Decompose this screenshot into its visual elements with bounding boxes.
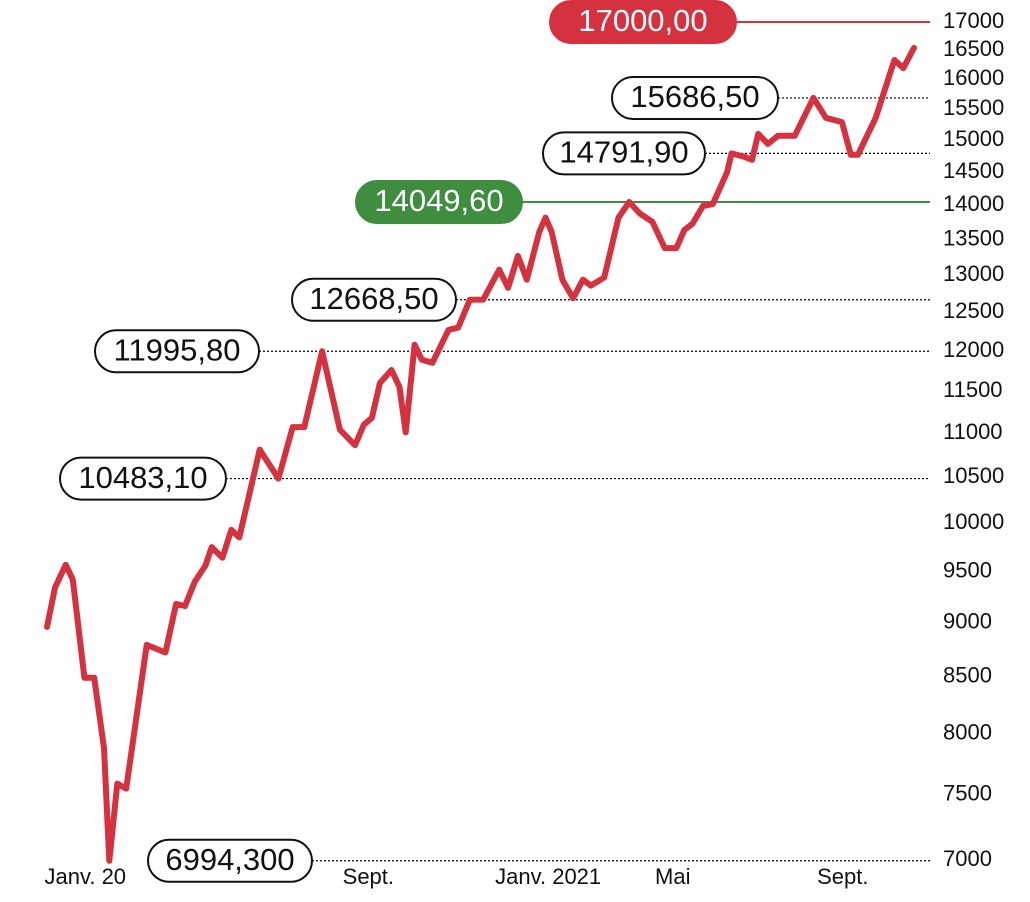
y-tick-label: 17000 (943, 8, 1004, 33)
x-tick-label: Sept. (817, 864, 868, 889)
y-tick-label: 9000 (943, 608, 992, 633)
x-tick-label: Janv. 20 (45, 864, 127, 889)
reference-label: 14791,90 (559, 135, 688, 170)
y-tick-label: 7000 (943, 846, 992, 871)
reference-label: 6994,300 (165, 842, 294, 877)
reference-box (542, 131, 706, 176)
reference-box (59, 456, 227, 501)
y-tick-label: 14500 (943, 158, 1004, 183)
price-line (44, 44, 917, 864)
y-tick-label: 13500 (943, 226, 1004, 251)
y-tick-label: 8500 (943, 662, 992, 687)
y-tick-label: 7500 (943, 781, 992, 806)
y-tick-label: 12500 (943, 298, 1004, 323)
x-tick-label: Mai (655, 864, 690, 889)
reference-label: 11995,80 (114, 332, 241, 367)
y-tick-label: 14000 (943, 191, 1004, 216)
y-tick-label: 11500 (943, 377, 1003, 402)
reference-box (291, 277, 457, 322)
y-tick-label: 13000 (943, 261, 1004, 286)
reference-label: 14049,60 (374, 183, 503, 218)
reference-label: 15686,50 (630, 79, 759, 114)
y-tick-label: 10000 (943, 509, 1004, 534)
y-tick-label: 9500 (943, 557, 992, 582)
reference-box (147, 838, 313, 883)
y-tick-label: 12000 (943, 337, 1004, 362)
y-tick-label: 15000 (943, 126, 1004, 151)
reference-box (549, 0, 737, 44)
reference-label: 10483,10 (78, 460, 207, 495)
y-tick-label: 11000 (943, 419, 1003, 444)
x-tick-label: Sept. (343, 864, 394, 889)
reference-label: 12668,50 (309, 281, 438, 316)
y-tick-label: 16500 (943, 36, 1004, 61)
y-tick-label: 16000 (943, 65, 1004, 90)
reference-box (94, 329, 260, 374)
y-tick-label: 10500 (943, 463, 1004, 488)
y-tick-label: 8000 (943, 720, 992, 745)
reference-box (355, 180, 523, 225)
reference-label: 17000,00 (578, 3, 707, 38)
reference-box (611, 75, 779, 120)
y-tick-label: 15500 (943, 95, 1004, 120)
x-tick-label: Janv. 2021 (495, 864, 601, 889)
